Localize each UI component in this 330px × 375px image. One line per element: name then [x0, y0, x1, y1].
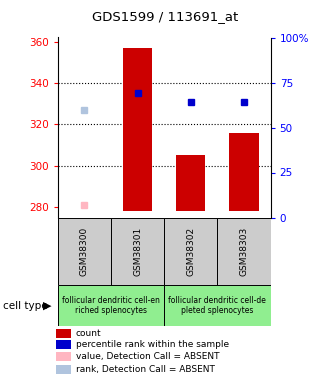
Text: GSM38301: GSM38301 — [133, 226, 142, 276]
Bar — [56, 340, 71, 349]
Bar — [56, 365, 71, 374]
Bar — [164, 217, 217, 285]
Bar — [56, 329, 71, 338]
Text: value, Detection Call = ABSENT: value, Detection Call = ABSENT — [76, 352, 219, 361]
Bar — [164, 285, 271, 326]
Bar — [217, 217, 271, 285]
Text: GSM38300: GSM38300 — [80, 226, 89, 276]
Bar — [176, 155, 205, 211]
Text: count: count — [76, 329, 102, 338]
Bar — [229, 133, 259, 211]
Bar — [56, 352, 71, 361]
Text: rank, Detection Call = ABSENT: rank, Detection Call = ABSENT — [76, 364, 215, 374]
Text: ▶: ▶ — [43, 301, 51, 310]
Text: GDS1599 / 113691_at: GDS1599 / 113691_at — [92, 10, 238, 23]
Text: percentile rank within the sample: percentile rank within the sample — [76, 340, 229, 349]
Bar — [111, 217, 164, 285]
Bar — [58, 285, 164, 326]
Text: GSM38302: GSM38302 — [186, 226, 195, 276]
Text: GSM38303: GSM38303 — [240, 226, 248, 276]
Bar — [123, 48, 152, 211]
Text: follicular dendritic cell-de
pleted splenocytes: follicular dendritic cell-de pleted sple… — [168, 296, 266, 315]
Text: follicular dendritic cell-en
riched splenocytes: follicular dendritic cell-en riched sple… — [62, 296, 160, 315]
Text: cell type: cell type — [3, 301, 48, 310]
Bar — [58, 217, 111, 285]
